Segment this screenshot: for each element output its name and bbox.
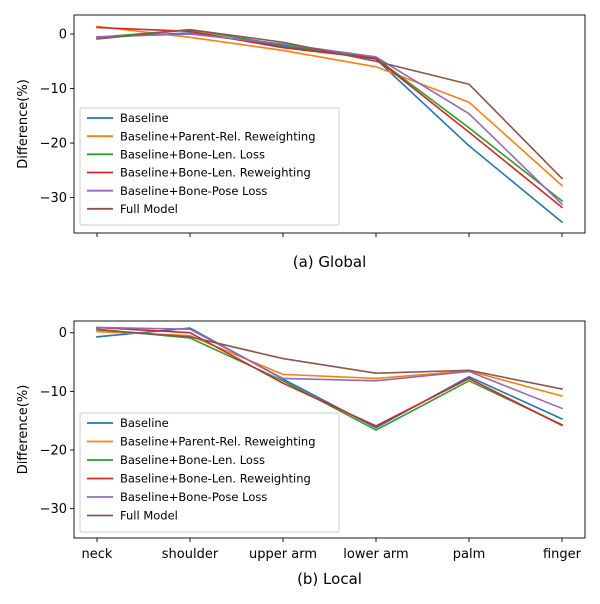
series-line	[96, 328, 563, 390]
y-tick-label: −20	[40, 137, 67, 152]
legend: Baseline Baseline+Parent-Rel. Reweighting…	[79, 412, 340, 533]
series-line	[96, 326, 564, 410]
legend-entry: Baseline+Bone-Pose Loss	[120, 184, 267, 198]
x-tick-label: neck	[82, 547, 113, 562]
legend-entry: Baseline+Bone-Pose Loss	[120, 490, 267, 504]
legend-entry: Baseline+Bone-Len. Loss	[120, 148, 265, 162]
y-tick-label: 0	[59, 326, 67, 341]
legend-entry: Baseline	[120, 416, 169, 430]
legend-box	[79, 412, 340, 533]
x-tick-label: palm	[453, 547, 486, 562]
legend-entry: Full Model	[120, 202, 178, 216]
panel-caption: (b) Local	[297, 570, 362, 588]
y-axis-label: Difference(%)	[16, 79, 31, 169]
legend-entry: Baseline+Parent-Rel. Reweighting	[120, 129, 316, 143]
legend-entry: Baseline+Parent-Rel. Reweighting	[120, 435, 316, 449]
x-tick-label: upper arm	[249, 547, 317, 562]
series-line	[96, 28, 564, 180]
legend-entry: Baseline+Bone-Len. Reweighting	[120, 472, 311, 486]
legend-entry: Full Model	[120, 509, 178, 523]
y-tick-label: 0	[59, 28, 67, 43]
panel-caption: (a) Global	[293, 253, 367, 271]
y-tick-label: −10	[40, 82, 67, 97]
x-tick-label: lower arm	[343, 547, 408, 562]
plot-frame	[73, 320, 586, 539]
series-line	[96, 326, 564, 427]
legend-entry: Baseline+Bone-Len. Reweighting	[120, 166, 311, 180]
chart-panel-global: 0 −10 −20 −30 Difference(%) (a) Global Baselin…	[16, 14, 586, 271]
y-tick-label: −10	[40, 385, 67, 400]
plot-frame	[73, 14, 586, 234]
x-tick-label: shoulder	[162, 547, 219, 562]
legend-entry: Baseline+Bone-Len. Loss	[120, 453, 265, 467]
series-line	[96, 33, 564, 206]
y-axis-label: Difference(%)	[16, 385, 31, 475]
legend-box	[79, 107, 340, 226]
series-line	[96, 25, 564, 187]
legend-entry: Baseline	[120, 111, 169, 125]
legend: Baseline Baseline+Parent-Rel. Reweighting…	[79, 107, 340, 226]
x-tick-label: finger	[543, 547, 582, 562]
series-line	[96, 330, 563, 398]
chart-panel-local: 0 −10 −20 −30 neck shoulder upper arm lower arm…	[16, 320, 586, 588]
y-tick-label: −20	[40, 444, 67, 459]
y-tick-label: −30	[40, 502, 67, 517]
y-tick-label: −30	[40, 191, 67, 206]
